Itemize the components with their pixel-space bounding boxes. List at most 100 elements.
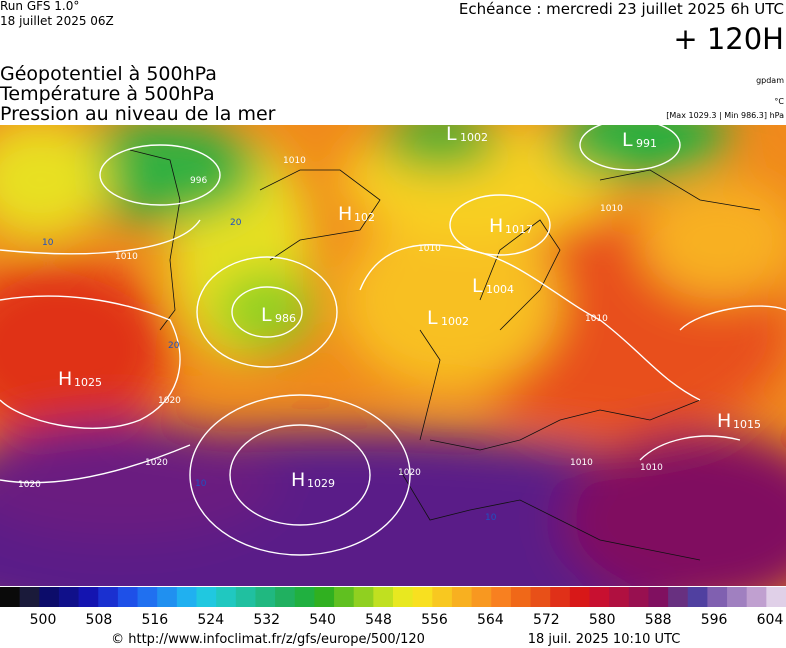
center-letter: L	[261, 304, 272, 326]
center-value: 1025	[74, 376, 102, 389]
field: Température à 500hPa	[0, 83, 215, 105]
source: © http://www.infoclimat.fr/z/gfs/europe/…	[111, 632, 425, 647]
lead-time: + 120H	[673, 22, 784, 56]
center-value: 1002	[441, 315, 469, 328]
color-swatch	[707, 587, 728, 607]
color-swatch	[58, 587, 80, 607]
color-swatch	[589, 587, 610, 607]
center-letter: H	[291, 469, 305, 491]
center-letter: H	[717, 410, 731, 432]
isobar-label: 1010	[640, 463, 663, 473]
colorbar-tick-label: 508	[86, 612, 113, 628]
temperature-label: 10	[485, 513, 497, 523]
center-letter: H	[489, 215, 503, 237]
isobar-label: 1020	[18, 480, 41, 490]
center-letter: H	[58, 368, 72, 390]
field: Géopotentiel à 500hPa	[0, 63, 217, 85]
map: L 1002 L 991 H 1017 L 1004 L 1002 L 986 …	[0, 123, 786, 586]
color-swatch	[157, 587, 178, 607]
colorbar-tick-label: 516	[141, 612, 168, 628]
isobar-label: 1010	[600, 204, 623, 214]
color-swatch	[766, 587, 786, 607]
run-date: 18 juillet 2025 06Z	[0, 14, 114, 28]
color-swatch	[353, 587, 374, 607]
isobar-label: 1010	[283, 156, 306, 166]
color-swatch	[196, 587, 217, 607]
isobar-label: 1010	[115, 252, 138, 262]
color-swatch	[216, 587, 237, 607]
field: Pression au niveau de la mer	[0, 103, 276, 125]
color-swatch	[530, 587, 551, 607]
color-swatch	[294, 587, 315, 607]
isobar-label: 1020	[398, 468, 421, 478]
temperature-label: 10	[42, 238, 54, 248]
center-value: 1015	[733, 418, 761, 431]
center-letter: H	[338, 203, 352, 225]
colorbar-tick-label: 604	[757, 612, 784, 628]
color-swatch	[373, 587, 394, 607]
colorbar-tick-label: 564	[477, 612, 504, 628]
color-swatch	[137, 587, 158, 607]
color-swatch	[19, 587, 40, 607]
unit: [Max 1029.3 | Min 986.3] hPa	[666, 111, 784, 120]
color-swatch	[39, 587, 60, 607]
color-swatch	[393, 587, 414, 607]
colorbar-tick-label: 524	[197, 612, 224, 628]
color-swatch	[451, 587, 473, 607]
color-swatch	[78, 587, 99, 607]
colorbar-tick-label: 580	[589, 612, 616, 628]
color-swatch	[609, 587, 630, 607]
color-swatch	[727, 587, 748, 607]
isobar-label: 1010	[570, 458, 593, 468]
center-letter: L	[427, 307, 438, 329]
center-value: 102	[354, 211, 375, 224]
color-swatch	[687, 587, 708, 607]
isobars	[0, 125, 786, 556]
run: Run GFS 1.0°	[0, 0, 79, 13]
color-swatch	[176, 587, 197, 607]
isobar-label: 1020	[145, 458, 168, 468]
isobar-label: 1020	[158, 396, 181, 406]
color-swatch	[471, 587, 492, 607]
center-value: 986	[275, 312, 296, 325]
colorbar-tick-label: 596	[701, 612, 728, 628]
center-value: 1004	[486, 283, 514, 296]
center-letter: L	[446, 123, 457, 145]
color-swatch	[334, 587, 355, 607]
color-swatch	[432, 587, 453, 607]
temperature-label: 20	[230, 218, 242, 228]
isobar-label: 1010	[418, 244, 441, 254]
color-swatch	[746, 587, 767, 607]
color-swatch	[275, 587, 296, 607]
unit: °C	[774, 97, 784, 106]
color-swatch	[314, 587, 335, 607]
forecast: Echéance : mercredi 23 juillet 2025 6h U…	[459, 0, 784, 18]
color-swatch	[569, 587, 590, 607]
color-swatch	[550, 587, 571, 607]
color-swatch	[98, 587, 119, 607]
color-swatch	[491, 587, 512, 607]
color-swatch	[412, 587, 433, 607]
color-swatch	[0, 587, 21, 607]
colorbar-tick-label: 588	[645, 612, 672, 628]
color-swatch	[255, 587, 276, 607]
colorbar: 500 508 516 524 532 540 548 556 564 572 580 588 596 6…	[0, 587, 786, 628]
center-value: 991	[636, 137, 657, 150]
color-swatch	[117, 587, 139, 607]
temperature-label: 20	[168, 341, 180, 351]
center-letter: L	[622, 129, 633, 151]
color-swatch	[628, 587, 649, 607]
center-letter: L	[472, 275, 483, 297]
colorbar-tick-label: 532	[253, 612, 280, 628]
color-swatch	[668, 587, 689, 607]
color-swatch	[648, 587, 669, 607]
center-value: 1017	[505, 223, 533, 236]
colorbar-tick-label: 540	[309, 612, 336, 628]
color-swatch	[235, 587, 256, 607]
center-value: 1029	[307, 477, 335, 490]
colorbar-tick-label: 500	[30, 612, 57, 628]
generated: 18 juil. 2025 10:10 UTC	[528, 632, 681, 647]
color-swatch	[510, 587, 532, 607]
isobar-label: 1010	[585, 314, 608, 324]
